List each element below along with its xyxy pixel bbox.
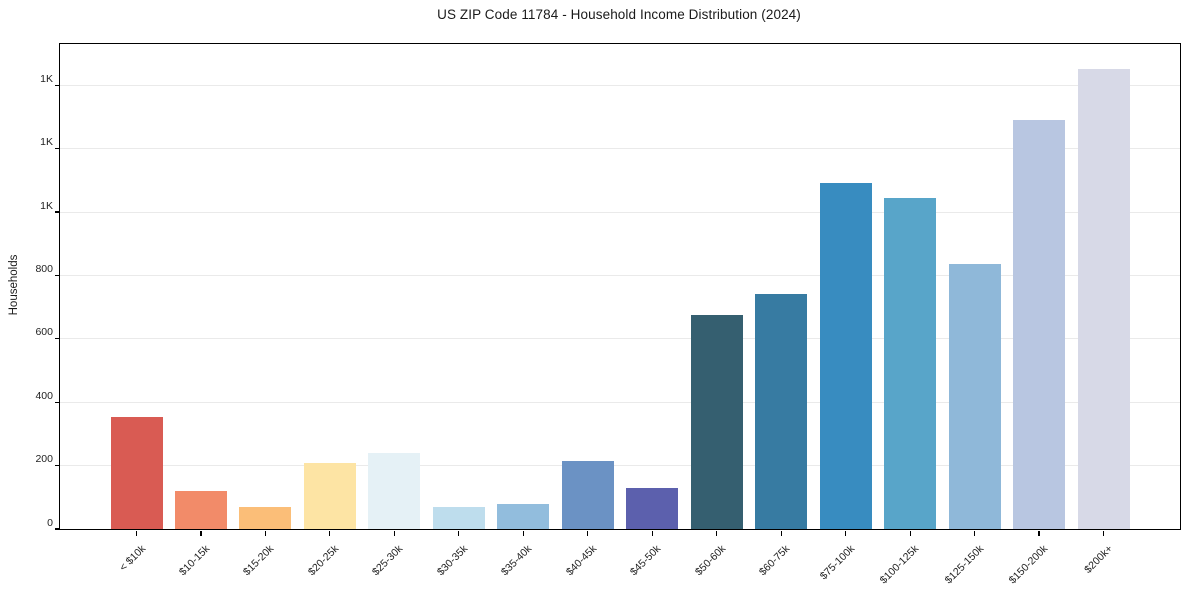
x-tick-label: $10-15k bbox=[176, 542, 213, 579]
y-axis-label: Households bbox=[8, 254, 20, 316]
x-tick-mark bbox=[329, 531, 331, 536]
y-tick-mark bbox=[55, 274, 59, 277]
y-tick-mark bbox=[55, 211, 59, 213]
x-tick-label: $75-100k bbox=[817, 542, 857, 583]
y-tick-mark bbox=[55, 401, 59, 403]
y-tick-label: 1K bbox=[40, 72, 53, 85]
x-tick-mark bbox=[393, 531, 395, 536]
x-tick-mark bbox=[200, 531, 202, 536]
gridline bbox=[60, 401, 1180, 403]
x-tick-label: $125-150k bbox=[942, 542, 986, 587]
bar-$45-50k bbox=[626, 488, 679, 529]
y-tick-label: 400 bbox=[35, 389, 53, 402]
bar-$150-200k bbox=[1013, 120, 1066, 529]
x-tick-label: $100-125k bbox=[877, 542, 922, 587]
x-tick-mark bbox=[1102, 531, 1105, 536]
x-tick-label: $60-75k bbox=[757, 542, 793, 579]
y-tick-mark bbox=[55, 338, 59, 340]
y-tick-mark bbox=[55, 148, 59, 150]
bar-$30-35k bbox=[432, 507, 485, 529]
bar-$50-60k bbox=[690, 315, 743, 529]
y-tick-label: 1K bbox=[40, 136, 53, 149]
y-tick-label: 600 bbox=[35, 326, 53, 339]
x-tick-mark bbox=[458, 531, 460, 536]
bar-$25-30k bbox=[368, 452, 421, 529]
gridline bbox=[60, 211, 1180, 213]
x-tick-mark bbox=[909, 531, 911, 536]
x-tick-mark bbox=[135, 531, 138, 536]
bar-$75-100k bbox=[819, 182, 872, 529]
x-tick-label: $50-60k bbox=[692, 542, 728, 579]
gridline bbox=[60, 465, 1180, 467]
x-tick-label: $200k+ bbox=[1081, 542, 1115, 576]
x-tick-mark bbox=[1038, 531, 1040, 536]
bar-$100-125k bbox=[884, 198, 937, 529]
x-tick-mark bbox=[587, 531, 589, 536]
chart-title: US ZIP Code 11784 - Household Income Dis… bbox=[437, 7, 801, 22]
x-tick-mark bbox=[651, 531, 653, 536]
gridline bbox=[60, 148, 1180, 150]
y-tick-mark bbox=[55, 528, 59, 530]
x-tick-label: $30-35k bbox=[434, 542, 471, 579]
y-tick-label: 0 bbox=[47, 516, 53, 529]
x-tick-label: $150-200k bbox=[1006, 542, 1051, 587]
bar-$10-15k bbox=[174, 491, 227, 529]
y-tick-mark bbox=[55, 465, 59, 467]
x-tick-label: $15-20k bbox=[241, 542, 277, 579]
x-tick-mark bbox=[780, 531, 782, 536]
x-tick-label: $35-40k bbox=[499, 542, 535, 579]
bar-$20-25k bbox=[303, 463, 356, 529]
plot-area: 0 200 400 600 800 1K 1K 1K < $10k $10-15k $15-20k $… bbox=[35, 43, 1181, 586]
x-tick-label: $40-45k bbox=[563, 542, 600, 579]
y-tick-label: 200 bbox=[35, 453, 53, 466]
bar-$125-150k bbox=[948, 264, 1001, 529]
y-tick-mark bbox=[55, 84, 59, 86]
bar-$40-45k bbox=[561, 460, 614, 529]
x-tick-label: $25-30k bbox=[370, 542, 406, 579]
gridline bbox=[60, 84, 1180, 86]
bar-$35-40k bbox=[497, 504, 550, 529]
x-tick-label: $20-25k bbox=[305, 542, 342, 579]
x-tick-label: < $10k bbox=[116, 542, 148, 574]
x-tick-mark bbox=[973, 531, 976, 536]
x-tick-mark bbox=[522, 531, 524, 536]
bar-$15-20k bbox=[239, 507, 292, 529]
x-tick-mark bbox=[716, 531, 718, 536]
gridline bbox=[60, 274, 1180, 276]
bar-$200k+ bbox=[1077, 69, 1130, 529]
bar-$60-75k bbox=[755, 294, 808, 529]
gridline bbox=[60, 338, 1180, 340]
bar-< $10k bbox=[110, 417, 163, 529]
x-tick-mark bbox=[845, 531, 847, 536]
x-tick-label: $45-50k bbox=[628, 542, 664, 579]
y-tick-label: 1K bbox=[40, 199, 53, 212]
x-tick-mark bbox=[264, 531, 267, 536]
y-tick-label: 800 bbox=[35, 262, 53, 275]
